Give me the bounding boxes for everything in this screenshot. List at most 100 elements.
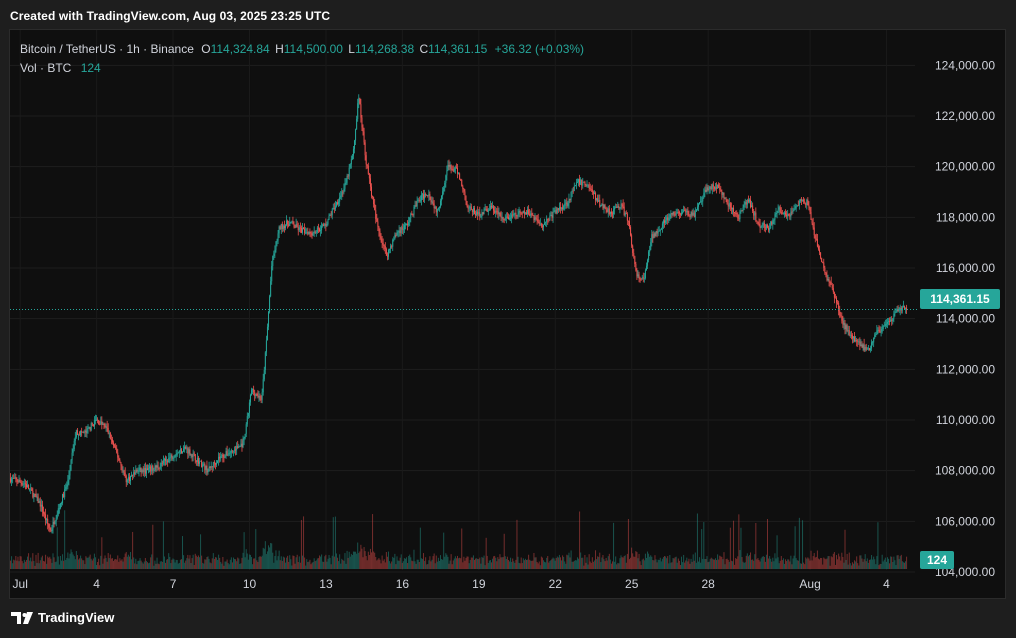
candle-body: [424, 194, 426, 199]
candle: [170, 453, 172, 462]
candle-body: [121, 465, 123, 471]
volume-bar: [477, 558, 479, 569]
volume-bar: [535, 557, 537, 569]
candle-body: [391, 246, 393, 248]
tradingview-logo[interactable]: TradingView: [11, 610, 114, 625]
volume-bar: [17, 556, 19, 569]
volume-bar: [309, 559, 311, 569]
volume-bar: [711, 558, 713, 569]
volume-bar: [396, 556, 398, 569]
candle-body: [885, 323, 887, 325]
volume-bar: [641, 559, 643, 569]
candle: [677, 209, 679, 216]
candle-body: [487, 209, 489, 213]
volume-bar: [515, 559, 517, 569]
candle-body: [289, 221, 291, 226]
candle: [27, 480, 29, 488]
volume-bar: [376, 560, 378, 569]
volume-bar: [854, 560, 856, 569]
volume-bar: [274, 556, 276, 569]
candle-body: [468, 207, 470, 209]
volume-bar: [857, 563, 859, 569]
volume-bar: [438, 560, 440, 569]
volume-bar: [772, 557, 774, 569]
candle: [609, 211, 611, 218]
candle-body: [710, 186, 712, 190]
volume-bar: [506, 556, 508, 569]
candle-body: [252, 389, 254, 390]
candle: [261, 388, 263, 404]
candle: [765, 223, 767, 231]
candle: [428, 189, 430, 202]
candle: [161, 460, 163, 467]
legend-volume-label[interactable]: Vol · BTC: [20, 61, 72, 75]
candle: [367, 162, 369, 175]
candle: [318, 227, 320, 233]
volume-bar: [140, 560, 142, 569]
candle: [642, 272, 644, 283]
candle: [814, 234, 816, 243]
candle: [893, 310, 895, 323]
candle-body: [675, 213, 677, 215]
candle-body: [593, 192, 595, 194]
candle-body: [214, 463, 216, 465]
volume-bar: [407, 563, 409, 569]
candle-body: [380, 236, 382, 239]
price-axis[interactable]: 104,000.00106,000.00108,000.00110,000.00…: [935, 58, 995, 579]
candle-body: [459, 173, 461, 180]
candle: [503, 218, 505, 224]
volume-bar: [754, 554, 756, 569]
volume-bar: [186, 558, 188, 569]
candle: [768, 225, 770, 233]
candle: [881, 323, 883, 334]
candle: [329, 213, 331, 216]
candle-body: [393, 239, 395, 241]
candle: [50, 527, 52, 533]
volume-bar: [743, 562, 745, 569]
candle: [135, 465, 137, 475]
volume-bar: [608, 553, 610, 569]
candle: [334, 200, 336, 212]
candle: [452, 165, 454, 173]
volume-bar: [16, 560, 18, 569]
candle: [868, 347, 870, 351]
candle: [526, 209, 528, 215]
candle: [101, 416, 103, 430]
volume-bar: [296, 554, 298, 569]
candle: [375, 204, 377, 224]
volume-bar: [695, 562, 697, 569]
price-axis-tick-label: 116,000.00: [936, 261, 995, 275]
volume-bar: [568, 552, 570, 569]
candle: [612, 211, 614, 219]
volume-bar: [261, 555, 263, 569]
candle-body: [517, 214, 519, 216]
candle: [589, 183, 591, 191]
candle-body: [612, 213, 614, 215]
volume-bar: [292, 555, 294, 569]
candle-body: [238, 446, 240, 448]
candle: [374, 198, 376, 211]
candle: [866, 347, 868, 350]
candle: [300, 225, 302, 234]
volume-bar: [287, 555, 289, 569]
candle-body: [415, 205, 417, 207]
time-axis[interactable]: Jul 4 7 10 13 16 19 22 25 28 Aug 4: [13, 577, 891, 591]
legend-symbol[interactable]: Bitcoin / TetherUS · 1h · Binance: [20, 42, 194, 56]
candle-body: [33, 494, 35, 498]
candle: [246, 412, 248, 427]
volume-bar: [305, 565, 307, 569]
candle-body: [312, 232, 314, 236]
candle: [666, 214, 668, 225]
candle: [660, 227, 662, 231]
candle: [119, 458, 121, 463]
candle: [304, 223, 306, 236]
volume-bar: [341, 558, 343, 569]
volume-bar: [861, 558, 863, 569]
candle-body: [567, 203, 569, 206]
candle: [157, 461, 159, 471]
candle: [151, 463, 153, 475]
candle: [316, 225, 318, 234]
volume-bar: [666, 558, 668, 569]
candle: [597, 194, 599, 204]
